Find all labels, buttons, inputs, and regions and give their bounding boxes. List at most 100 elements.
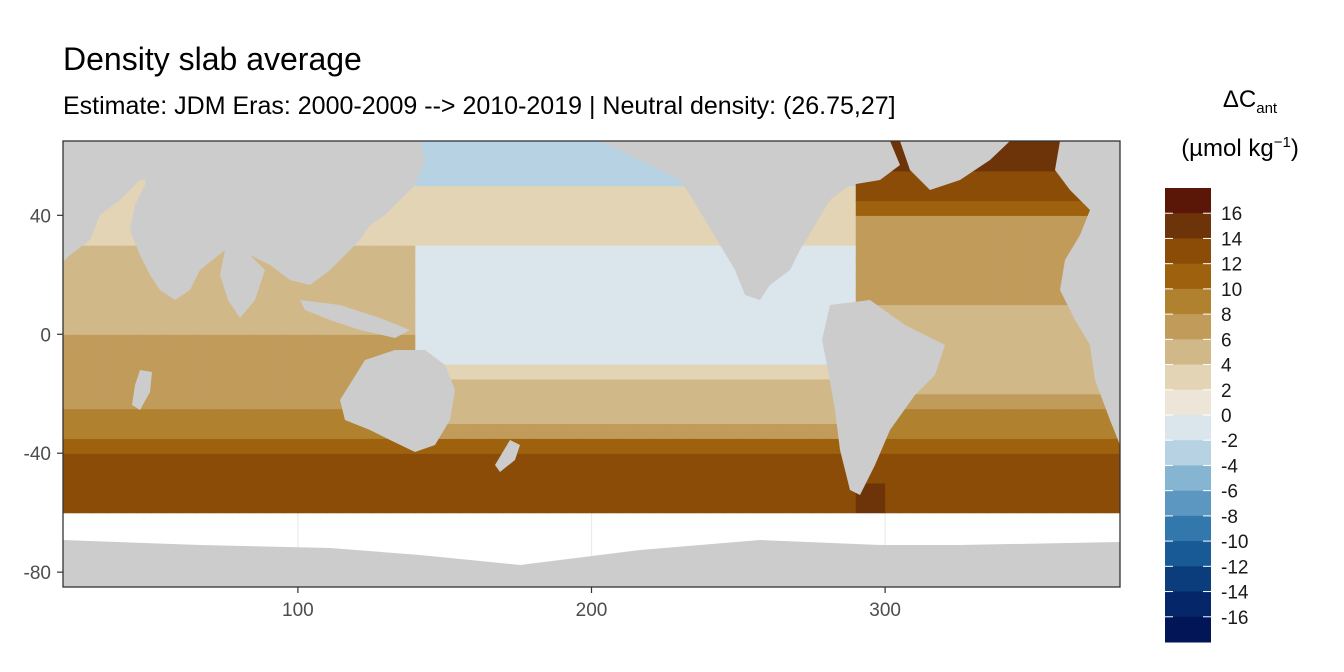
heat-cell — [77, 364, 93, 380]
heat-cell — [268, 349, 284, 365]
heat-cell — [518, 245, 534, 261]
heat-cell — [870, 468, 886, 484]
heat-cell — [547, 319, 563, 335]
heat-cell — [562, 334, 578, 350]
heat-cell — [987, 215, 1004, 231]
heat-cell — [283, 364, 299, 380]
heat-cell — [400, 200, 416, 216]
heat-cell — [268, 274, 284, 291]
heat-cell — [371, 274, 387, 291]
x-tick-label: 100 — [282, 600, 314, 621]
land-europe-africa-east — [1055, 141, 1120, 445]
heat-cell — [562, 155, 578, 172]
heat-cell — [107, 423, 123, 439]
heat-cell — [253, 319, 270, 335]
heat-cell — [987, 185, 1004, 202]
heat-cell — [679, 378, 695, 395]
heat-cell — [430, 319, 446, 335]
heat-cell — [1105, 497, 1120, 514]
heat-cell — [620, 453, 637, 469]
heat-cell — [767, 497, 783, 514]
heat-cell — [635, 482, 651, 499]
heat-cell — [444, 289, 460, 306]
heat-cell — [77, 438, 93, 454]
heat-cell — [943, 438, 960, 454]
heat-cell — [1002, 230, 1018, 246]
heat-cell — [591, 170, 607, 187]
heat-cell — [708, 304, 725, 320]
heat-cell — [679, 349, 695, 365]
heat-cell — [899, 200, 916, 216]
heat-cell — [518, 393, 534, 410]
heat-cell — [943, 453, 960, 469]
heat-cell — [973, 319, 989, 335]
heat-cell — [870, 215, 886, 231]
heat-cell — [620, 170, 637, 187]
heat-cell — [165, 423, 182, 439]
heat-cell — [987, 497, 1004, 514]
heat-cell — [987, 453, 1004, 469]
heat-cell — [723, 334, 739, 350]
heat-cell — [224, 393, 240, 410]
heat-cell — [532, 245, 549, 261]
heat-cell — [782, 289, 798, 306]
heat-cell — [943, 319, 960, 335]
heat-cell — [811, 274, 827, 291]
heat-cell — [459, 453, 475, 469]
heat-cell — [650, 334, 666, 350]
heat-cell — [987, 230, 1004, 246]
heat-cell — [1046, 200, 1062, 216]
heat-cell — [459, 364, 475, 380]
heat-cell — [782, 364, 798, 380]
heat-cell — [1061, 230, 1077, 246]
heat-cell — [1002, 468, 1018, 484]
heat-cell — [973, 468, 989, 484]
heat-cell — [606, 408, 622, 425]
heat-cell — [738, 304, 754, 320]
heat-cell — [694, 408, 710, 425]
land-indonesia — [300, 300, 410, 338]
heat-cell — [547, 393, 563, 410]
heat-cell — [459, 304, 475, 320]
legend-color-step — [1165, 616, 1211, 643]
heat-cell — [694, 245, 710, 261]
heat-cell — [312, 468, 328, 484]
heat-cell — [708, 274, 725, 291]
heat-cell — [415, 215, 431, 231]
heat-cell — [474, 274, 490, 291]
heat-cell — [591, 393, 607, 410]
heat-cell — [92, 468, 108, 484]
heat-cell — [253, 393, 270, 410]
heat-cell — [576, 304, 593, 320]
heat-cell — [797, 393, 813, 410]
heat-cell — [371, 438, 387, 454]
heat-cell — [121, 245, 138, 261]
heat-cell — [841, 230, 857, 246]
heat-cell — [797, 259, 813, 276]
heat-cell — [914, 497, 930, 514]
heat-cell — [885, 200, 901, 216]
heat-cell — [620, 289, 637, 306]
heat-cell — [562, 349, 578, 365]
heat-cell — [664, 497, 681, 514]
heat-cell — [180, 319, 196, 335]
heat-cell — [606, 453, 622, 469]
heat-cell — [195, 423, 211, 439]
heat-cell — [679, 304, 695, 320]
heat-cell — [518, 408, 534, 425]
heat-cell — [341, 259, 358, 276]
heat-cell — [430, 185, 446, 202]
heat-cell — [723, 453, 739, 469]
heat-cell — [664, 408, 681, 425]
heat-cell — [987, 364, 1004, 380]
heat-cell — [444, 185, 460, 202]
heat-cell — [459, 408, 475, 425]
heat-cell — [209, 304, 226, 320]
heat-cell — [811, 245, 827, 261]
heat-cell — [283, 319, 299, 335]
heat-cell — [635, 364, 651, 380]
heat-cell — [752, 378, 769, 395]
heat-cell — [371, 304, 387, 320]
heat-cell — [591, 215, 607, 231]
heat-cell — [708, 364, 725, 380]
